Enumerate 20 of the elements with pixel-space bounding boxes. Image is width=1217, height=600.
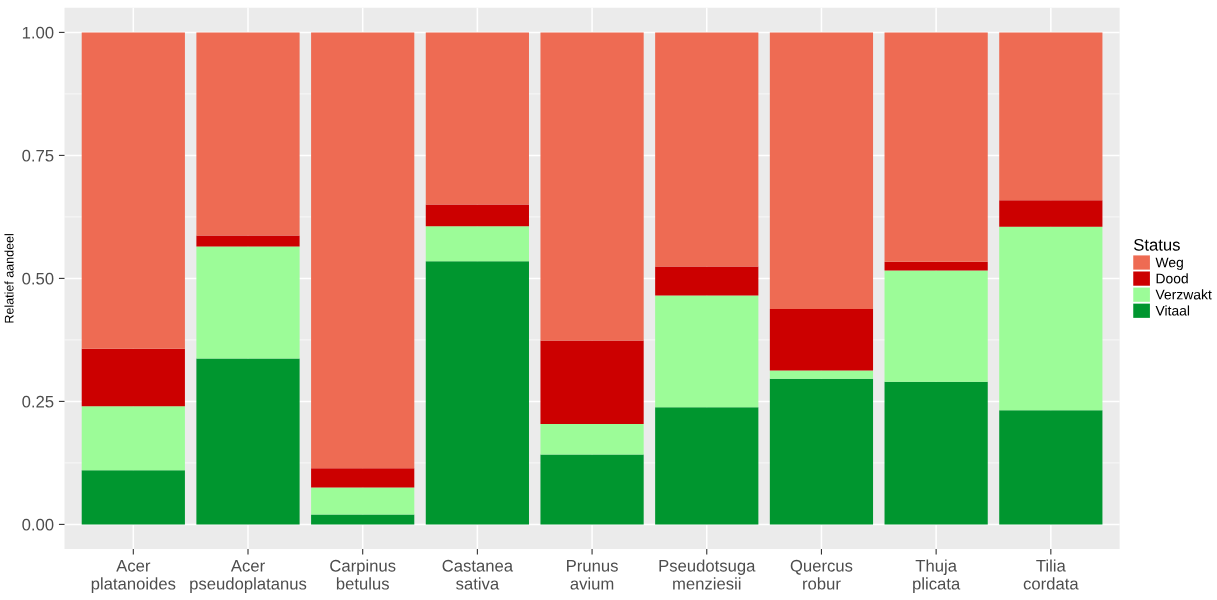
legend-label: Dood xyxy=(1156,273,1188,284)
legend-label: Verzwakt xyxy=(1155,289,1212,300)
legend-label: Weg xyxy=(1155,257,1183,271)
y-tick-label: 0.00 xyxy=(22,518,54,531)
y-tick-label: 0.75 xyxy=(22,149,54,162)
y-tick-label: 1.00 xyxy=(22,26,54,39)
x-tick-label: Acer platanoides xyxy=(91,560,176,593)
x-tick-label: Tilia cordata xyxy=(1023,559,1079,590)
x-tick-label: Thuja plicata xyxy=(913,559,961,593)
legend-title: Status xyxy=(1134,238,1180,251)
y-axis-title: Relatief aandeel xyxy=(4,234,14,323)
x-tick-label: Acer pseudoplatanus xyxy=(190,560,307,593)
legend-label: Vitaal xyxy=(1155,305,1190,316)
x-tick-label: Pseudotsuga menziesii xyxy=(659,559,756,590)
y-tick-label: 0.25 xyxy=(22,395,54,408)
x-tick-label: Castanea sativa xyxy=(442,559,514,590)
x-tick-label: Prunus avium xyxy=(567,560,618,590)
x-tick-label: Carpinus betulus xyxy=(330,559,396,590)
x-tick-label: Quercus robur xyxy=(790,559,853,590)
y-tick-label: 0.50 xyxy=(22,272,54,285)
